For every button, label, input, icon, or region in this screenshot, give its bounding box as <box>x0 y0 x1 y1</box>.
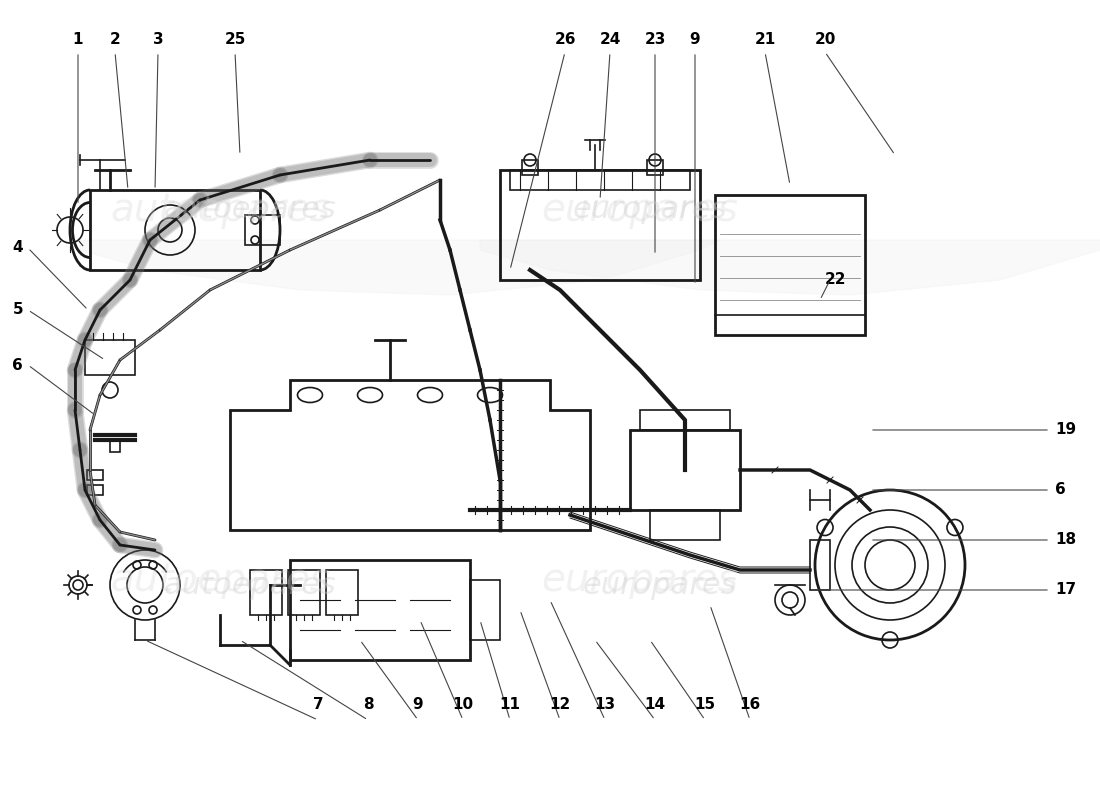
Text: 22: 22 <box>825 273 847 287</box>
Bar <box>500 170 700 280</box>
Bar <box>87 485 103 495</box>
Bar <box>650 510 721 540</box>
Bar <box>640 410 730 430</box>
Text: autoepares: autoepares <box>164 195 337 225</box>
Text: 24: 24 <box>600 32 620 47</box>
Bar <box>87 470 103 480</box>
Text: autoepares: autoepares <box>110 561 330 599</box>
Text: 3: 3 <box>153 32 163 47</box>
Text: 13: 13 <box>594 697 616 712</box>
Bar <box>85 340 135 375</box>
Bar <box>250 570 282 615</box>
Bar <box>647 160 663 175</box>
Text: 2: 2 <box>110 32 120 47</box>
Bar <box>470 580 500 640</box>
Text: europares: europares <box>541 561 738 599</box>
Bar <box>810 540 830 590</box>
Text: 14: 14 <box>645 697 665 712</box>
Text: 10: 10 <box>452 697 474 712</box>
Text: europares: europares <box>583 570 737 599</box>
Bar <box>110 440 120 452</box>
Text: 21: 21 <box>755 32 775 47</box>
Text: 25: 25 <box>224 32 245 47</box>
Text: 9: 9 <box>690 32 701 47</box>
Text: europares: europares <box>573 195 727 225</box>
Text: 23: 23 <box>645 32 665 47</box>
Polygon shape <box>480 240 1100 295</box>
Bar <box>290 560 470 660</box>
Text: 19: 19 <box>1055 422 1076 438</box>
Text: 15: 15 <box>694 697 716 712</box>
Bar <box>630 430 740 510</box>
Text: 5: 5 <box>12 302 23 318</box>
Bar <box>245 215 280 245</box>
Text: 8: 8 <box>363 697 373 712</box>
Bar <box>288 570 320 615</box>
Text: 7: 7 <box>312 697 323 712</box>
Text: 16: 16 <box>739 697 760 712</box>
Text: autoepares: autoepares <box>110 191 330 229</box>
Text: autoepares: autoepares <box>164 570 337 599</box>
Text: 12: 12 <box>549 697 571 712</box>
Text: 11: 11 <box>499 697 520 712</box>
Bar <box>90 190 260 270</box>
Text: 6: 6 <box>12 358 23 373</box>
Bar <box>510 170 690 190</box>
Text: 4: 4 <box>12 241 23 255</box>
Bar <box>326 570 358 615</box>
Text: 6: 6 <box>1055 482 1066 498</box>
Text: 1: 1 <box>73 32 84 47</box>
Text: 26: 26 <box>554 32 575 47</box>
Text: 20: 20 <box>814 32 836 47</box>
Text: 17: 17 <box>1055 582 1076 598</box>
Bar <box>715 195 865 335</box>
Text: europares: europares <box>541 191 738 229</box>
Text: 9: 9 <box>412 697 424 712</box>
Text: 18: 18 <box>1055 533 1076 547</box>
Polygon shape <box>80 240 720 295</box>
Bar <box>522 160 538 175</box>
